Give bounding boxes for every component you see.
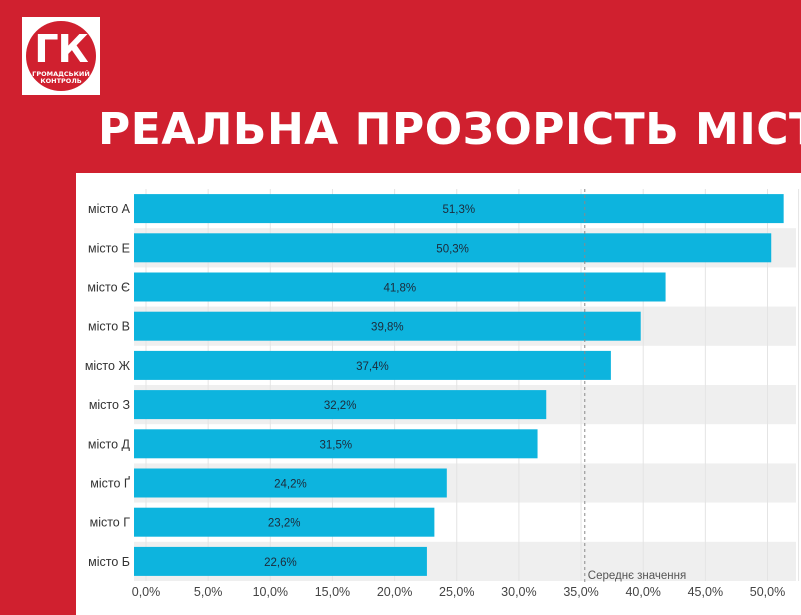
logo-letters: ГК xyxy=(34,27,88,71)
data-label: 39,8% xyxy=(371,322,404,334)
category-label: місто Г xyxy=(90,516,131,530)
bar xyxy=(134,311,641,341)
bar xyxy=(134,390,547,420)
x-tick-label: 35,0% xyxy=(563,585,598,599)
bar xyxy=(134,272,666,302)
category-label: місто Е xyxy=(88,241,130,255)
data-label: 32,2% xyxy=(324,400,357,412)
bar xyxy=(134,350,611,380)
bar xyxy=(134,194,784,224)
bar xyxy=(134,546,427,576)
x-tick-label: 5,0% xyxy=(194,585,223,599)
x-tick-label: 45,0% xyxy=(688,585,723,599)
reference-line-label: Середнє значення xyxy=(588,570,686,582)
bar xyxy=(134,233,772,263)
bar xyxy=(134,468,447,498)
category-label: місто Б xyxy=(88,555,130,569)
logo-subtitle-line2: КОНТРОЛЬ xyxy=(40,77,82,85)
bar-chart: місто А 51,3% місто Е 50,3% місто Є 41,8% міст… xyxy=(85,189,800,599)
category-label: місто В xyxy=(88,320,130,334)
x-tick-label: 50,0% xyxy=(750,585,785,599)
x-tick-label: 25,0% xyxy=(439,585,474,599)
logo-subtitle-line1: ГРОМАДСЬКИЙ xyxy=(32,70,90,78)
category-label: місто Ж xyxy=(85,359,131,373)
data-label: 31,5% xyxy=(319,439,352,451)
data-label: 51,3% xyxy=(443,204,476,216)
category-label: місто З xyxy=(89,398,130,412)
category-label: місто Є xyxy=(87,281,130,295)
data-label: 50,3% xyxy=(436,243,469,255)
bar xyxy=(134,507,435,537)
x-tick-label: 40,0% xyxy=(625,585,660,599)
page-title: РЕАЛЬНА ПРОЗОРІСТЬ МІСТ xyxy=(98,104,801,155)
data-label: 23,2% xyxy=(268,518,301,530)
data-label: 24,2% xyxy=(274,479,307,491)
logo-circle: ГК ГРОМАДСЬКИЙ КОНТРОЛЬ xyxy=(26,21,96,91)
logo: ГК ГРОМАДСЬКИЙ КОНТРОЛЬ xyxy=(22,17,100,95)
category-label: місто Д xyxy=(88,437,131,451)
category-label: місто А xyxy=(88,202,131,216)
category-label: місто Ґ xyxy=(90,476,130,491)
x-tick-label: 15,0% xyxy=(315,585,350,599)
data-label: 22,6% xyxy=(264,557,297,569)
data-label: 41,8% xyxy=(383,283,416,295)
x-tick-label: 30,0% xyxy=(501,585,536,599)
chart-panel: місто А 51,3% місто Е 50,3% місто Є 41,8% міст… xyxy=(76,173,801,615)
x-tick-label: 0,0% xyxy=(132,585,161,599)
x-tick-label: 20,0% xyxy=(377,585,412,599)
logo-subtitle: ГРОМАДСЬКИЙ КОНТРОЛЬ xyxy=(26,71,96,85)
bar xyxy=(134,429,538,459)
x-tick-label: 10,0% xyxy=(253,585,288,599)
data-label: 37,4% xyxy=(356,361,389,373)
